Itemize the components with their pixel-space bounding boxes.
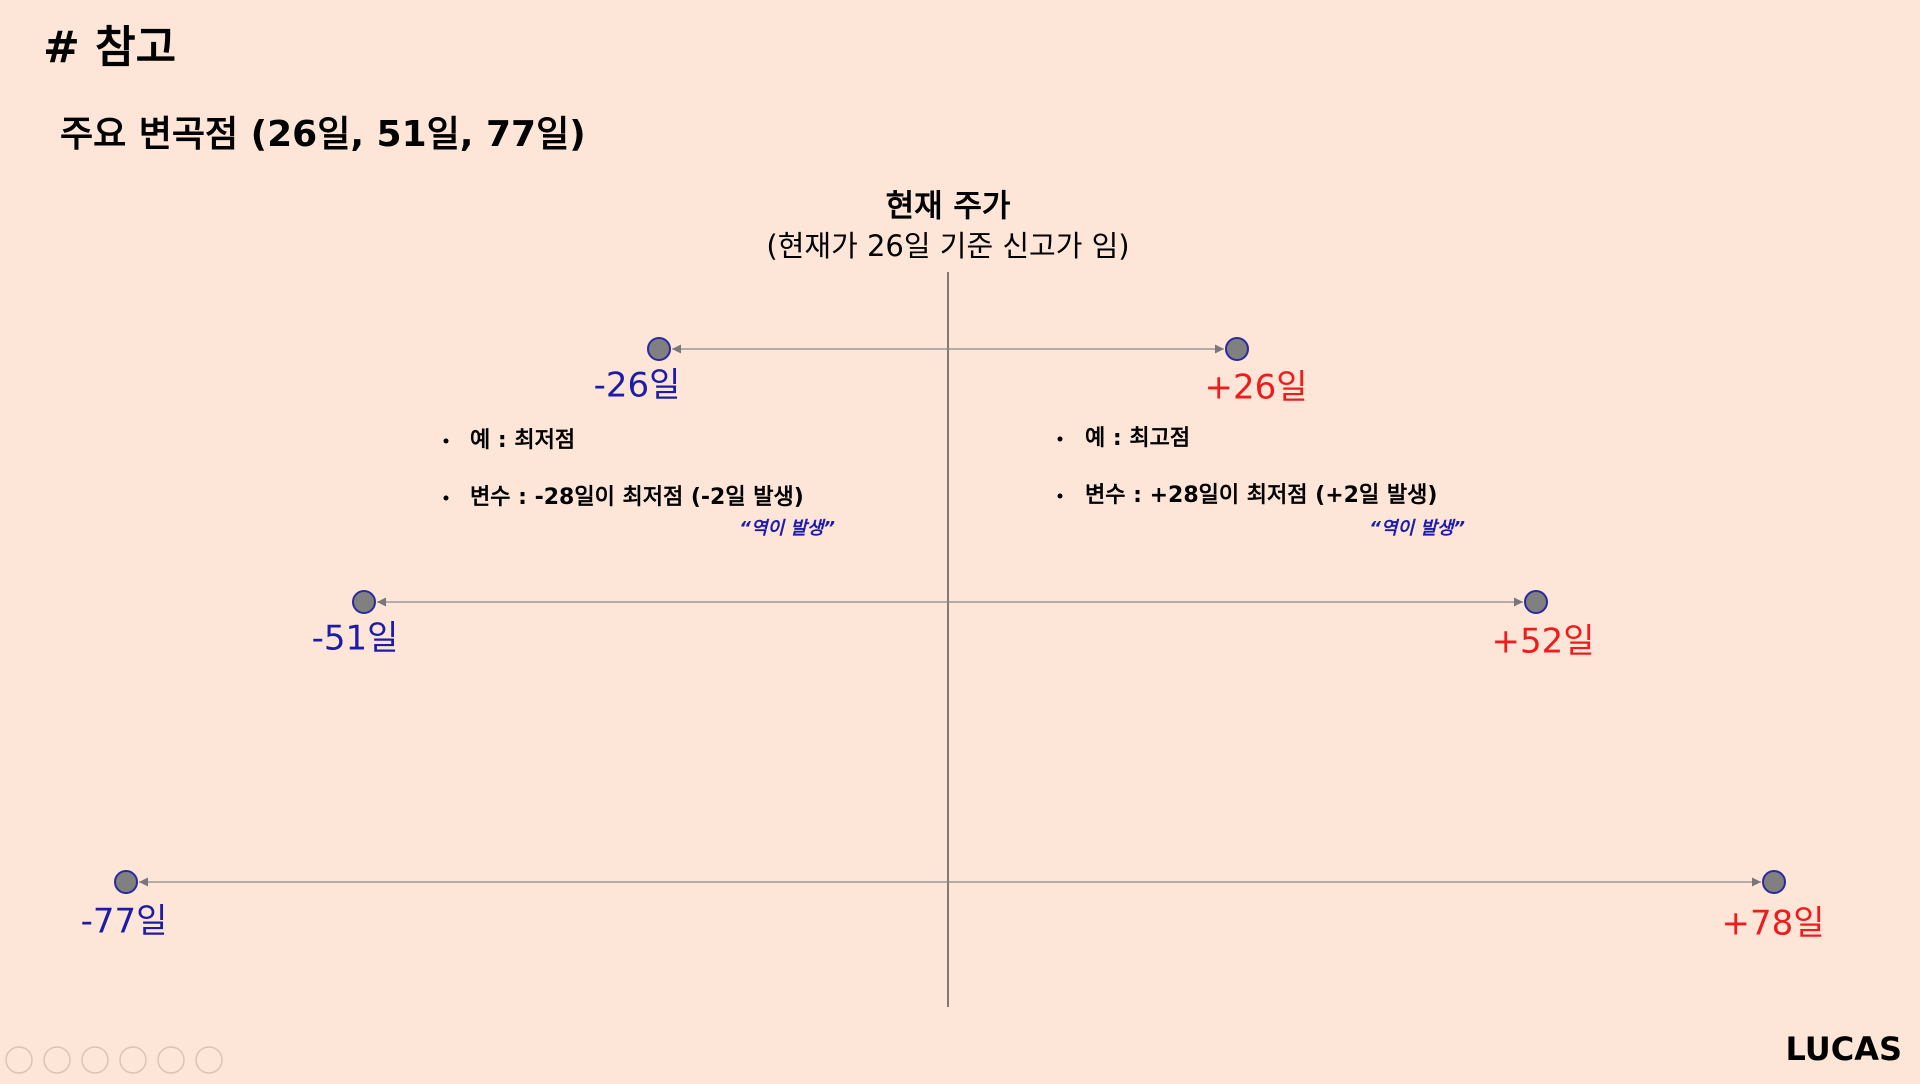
bullet-text: 변수 : -28일이 최저점 (-2일 발생) xyxy=(470,485,804,510)
point xyxy=(352,590,376,614)
point xyxy=(647,337,671,361)
slide-toolbar xyxy=(5,1046,223,1074)
subtitle: 주요 변곡점 (26일, 51일, 77일) xyxy=(60,114,586,155)
row-2: -51일 +52일 xyxy=(312,590,1595,662)
point xyxy=(114,870,138,894)
right-label: +52일 xyxy=(1491,622,1594,662)
row-1: -26일 +26일 xyxy=(594,337,1308,408)
toolbar-button[interactable] xyxy=(195,1046,223,1074)
brand: LUCAS xyxy=(1785,1030,1902,1068)
toolbar-button[interactable] xyxy=(119,1046,147,1074)
center-title: 현재 주가 xyxy=(886,189,1011,225)
bullet xyxy=(1057,436,1063,442)
center-subtitle: (현재가 26일 기준 신고가 임) xyxy=(766,229,1129,263)
bullet xyxy=(443,438,449,444)
row-3: -77일 +78일 xyxy=(81,870,1825,944)
note: “역이 발생” xyxy=(1369,518,1465,539)
right-label: +26일 xyxy=(1204,368,1307,408)
point xyxy=(1762,870,1786,894)
toolbar-button[interactable] xyxy=(43,1046,71,1074)
right-label: +78일 xyxy=(1721,904,1824,944)
toolbar-button[interactable] xyxy=(157,1046,185,1074)
point xyxy=(1524,590,1548,614)
toolbar-button[interactable] xyxy=(5,1046,33,1074)
left-label: -51일 xyxy=(312,619,399,659)
left-notes: 예 : 최저점 변수 : -28일이 최저점 (-2일 발생) “역이 발생” xyxy=(443,428,835,539)
note: “역이 발생” xyxy=(739,518,835,539)
bullet-text: 예 : 최고점 xyxy=(1085,426,1190,451)
toolbar-button[interactable] xyxy=(81,1046,109,1074)
point xyxy=(1225,337,1249,361)
left-label: -77일 xyxy=(81,902,168,942)
bullet-text: 예 : 최저점 xyxy=(470,428,575,453)
right-notes: 예 : 최고점 변수 : +28일이 최저점 (+2일 발생) “역이 발생” xyxy=(1057,426,1465,539)
bullet-text: 변수 : +28일이 최저점 (+2일 발생) xyxy=(1085,483,1437,508)
title: # 참고 xyxy=(43,22,176,73)
left-label: -26일 xyxy=(594,366,681,406)
bullet xyxy=(443,495,449,501)
bullet xyxy=(1057,493,1063,499)
